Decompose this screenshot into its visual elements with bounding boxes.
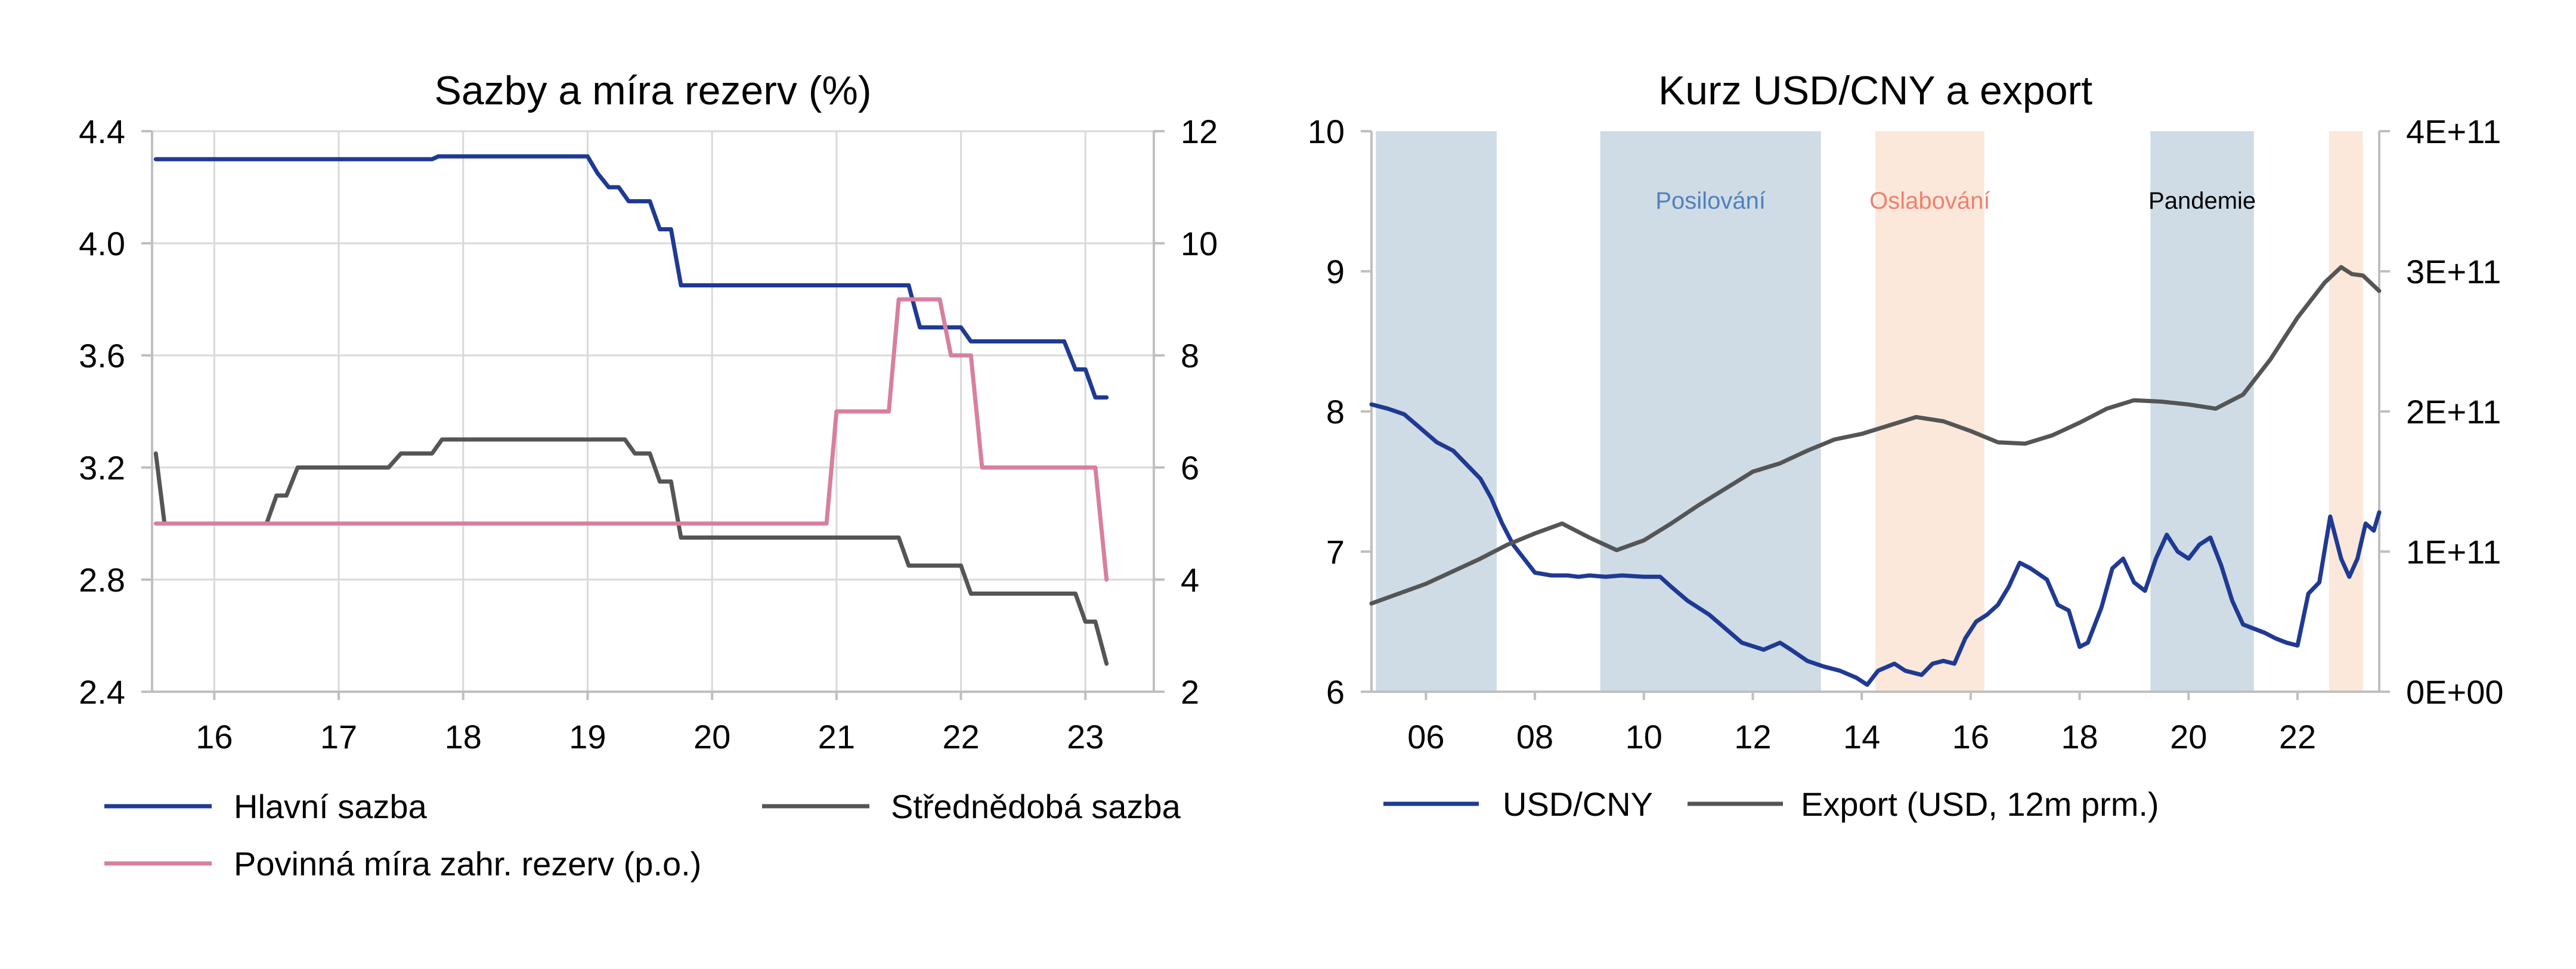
chart2-x-tick-label: 10 [1626,718,1662,756]
chart2-shaded-band [1875,131,1984,692]
chart2-left-tick-label: 7 [1326,533,1345,571]
chart2-plot: Posilování Oslabování Pandemie 6 7 8 9 10 0E+00 1… [1308,113,2504,756]
chart2-x-tick-label: 14 [1843,718,1880,756]
chart1-x-tick-label: 20 [693,718,730,756]
chart2-legend-label-2: Export (USD, 12m prm.) [1801,785,2159,823]
chart2-band-label: Posilování [1655,188,1766,214]
chart1-legend-label-3: Povinná míra zahr. rezerv (p.o.) [234,845,701,883]
chart2-band-label: Oslabování [1869,188,1990,214]
chart2-band-label: Pandemie [2148,188,2256,214]
chart1-x-tick-label: 16 [196,718,233,756]
chart1-x-tick-label: 18 [445,718,482,756]
chart2-left-tick-label: 6 [1326,673,1345,711]
chart2-shaded-band [2329,131,2363,692]
chart2-x-tick-label: 22 [2279,718,2316,756]
chart2-title: Kurz USD/CNY a export [1658,68,2092,113]
chart1-series-line-3 [153,297,1109,582]
chart2-right-tick-label: 0E+00 [2406,673,2504,711]
chart2-x-tick-label: 16 [1952,718,1989,756]
chart2-left-tick-label: 8 [1326,393,1345,431]
chart1-series-line-2 [153,437,1109,666]
chart1-right-tick-label: 12 [1181,113,1218,150]
chart1-legend-label-1: Hlavní sazba [234,788,428,825]
chart2-series-line-1 [1369,402,2382,687]
chart1-left-tick-label: 3.2 [79,449,125,487]
chart1-right-tick-label: 4 [1181,561,1199,599]
chart1-left-tick-label: 2.4 [79,673,125,711]
chart1-left-tick-label: 2.8 [79,561,125,599]
chart2-x-tick-label: 20 [2170,718,2207,756]
chart1-series-line-1 [153,154,1109,400]
chart1-x-tick-label: 22 [942,718,979,756]
chart2-legend-label-1: USD/CNY [1503,785,1653,823]
chart2-series-line-2 [1369,265,2382,606]
chart1-left-tick-label: 4.0 [79,225,125,262]
chart2-x-tick-label: 06 [1407,718,1444,756]
chart1-right-tick-label: 8 [1181,337,1199,374]
chart1-left-tick-label: 4.4 [79,113,125,150]
chart2-left-tick-label: 10 [1308,113,1345,150]
chart1-x-tick-label: 17 [320,718,357,756]
chart1-right-tick-label: 10 [1181,225,1218,262]
chart2-right-tick-label: 3E+11 [2406,253,2501,290]
chart2-x-tick-label: 18 [2061,718,2098,756]
chart1-left-tick-label: 3.6 [79,337,125,374]
chart2-shaded-band [2150,131,2254,692]
chart2-right-tick-label: 4E+11 [2406,113,2501,150]
chart1-legend-label-2: Střednědobá sazba [891,788,1181,825]
chart2-right-tick-label: 2E+11 [2406,393,2501,431]
chart1-right-tick-label: 6 [1181,449,1199,487]
chart2-shaded-band [1600,131,1821,692]
chart1-plot: 2.4 2.8 3.2 3.6 4.0 4.4 2 4 6 8 10 12 16 17 18 19 20 21 22… [79,113,1218,756]
chart2-right-tick-label: 1E+11 [2406,533,2501,571]
chart1-right-tick-label: 2 [1181,673,1199,711]
chart2-x-tick-label: 08 [1516,718,1553,756]
chart2-x-tick-label: 12 [1734,718,1771,756]
chart1-x-tick-label: 23 [1067,718,1104,756]
chart2-left-tick-label: 9 [1326,253,1345,290]
chart1-x-tick-label: 19 [569,718,606,756]
chart1-title: Sazby a míra rezerv (%) [434,68,871,113]
chart1-x-tick-label: 21 [818,718,855,756]
